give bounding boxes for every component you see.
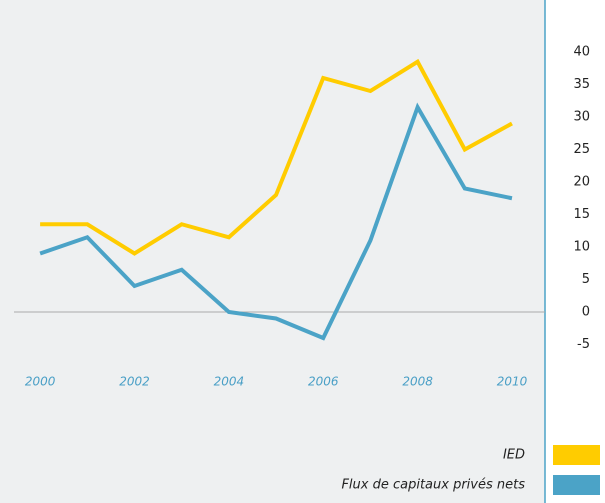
y-tick-label: 5 — [582, 272, 590, 287]
y-tick-label: 25 — [573, 142, 590, 157]
x-tick-label: 2006 — [308, 375, 339, 389]
plot-background — [0, 0, 545, 503]
x-tick-label: 2000 — [25, 375, 56, 389]
line-series — [40, 58, 513, 256]
y-tick-label: 10 — [573, 240, 590, 255]
x-tick-label: 2010 — [497, 375, 528, 389]
y-tick-label: 20 — [573, 175, 590, 190]
y-tick-label: 35 — [573, 77, 590, 92]
legend-swatch — [553, 475, 600, 495]
legend-label: IED — [503, 448, 525, 463]
y-tick-label: 40 — [573, 45, 590, 60]
legend-swatch — [553, 445, 600, 465]
y-tick-label: -5 — [577, 337, 590, 352]
x-tick-label: 2004 — [214, 375, 245, 389]
y-tick-label: 15 — [573, 207, 590, 222]
line-series — [39, 102, 513, 341]
y-tick-label: 30 — [573, 110, 590, 125]
x-tick-label: 2002 — [119, 375, 150, 389]
x-tick-label: 2008 — [402, 375, 433, 389]
legend-label: Flux de capitaux privés nets — [341, 478, 525, 493]
y-tick-label: 0 — [582, 305, 590, 320]
